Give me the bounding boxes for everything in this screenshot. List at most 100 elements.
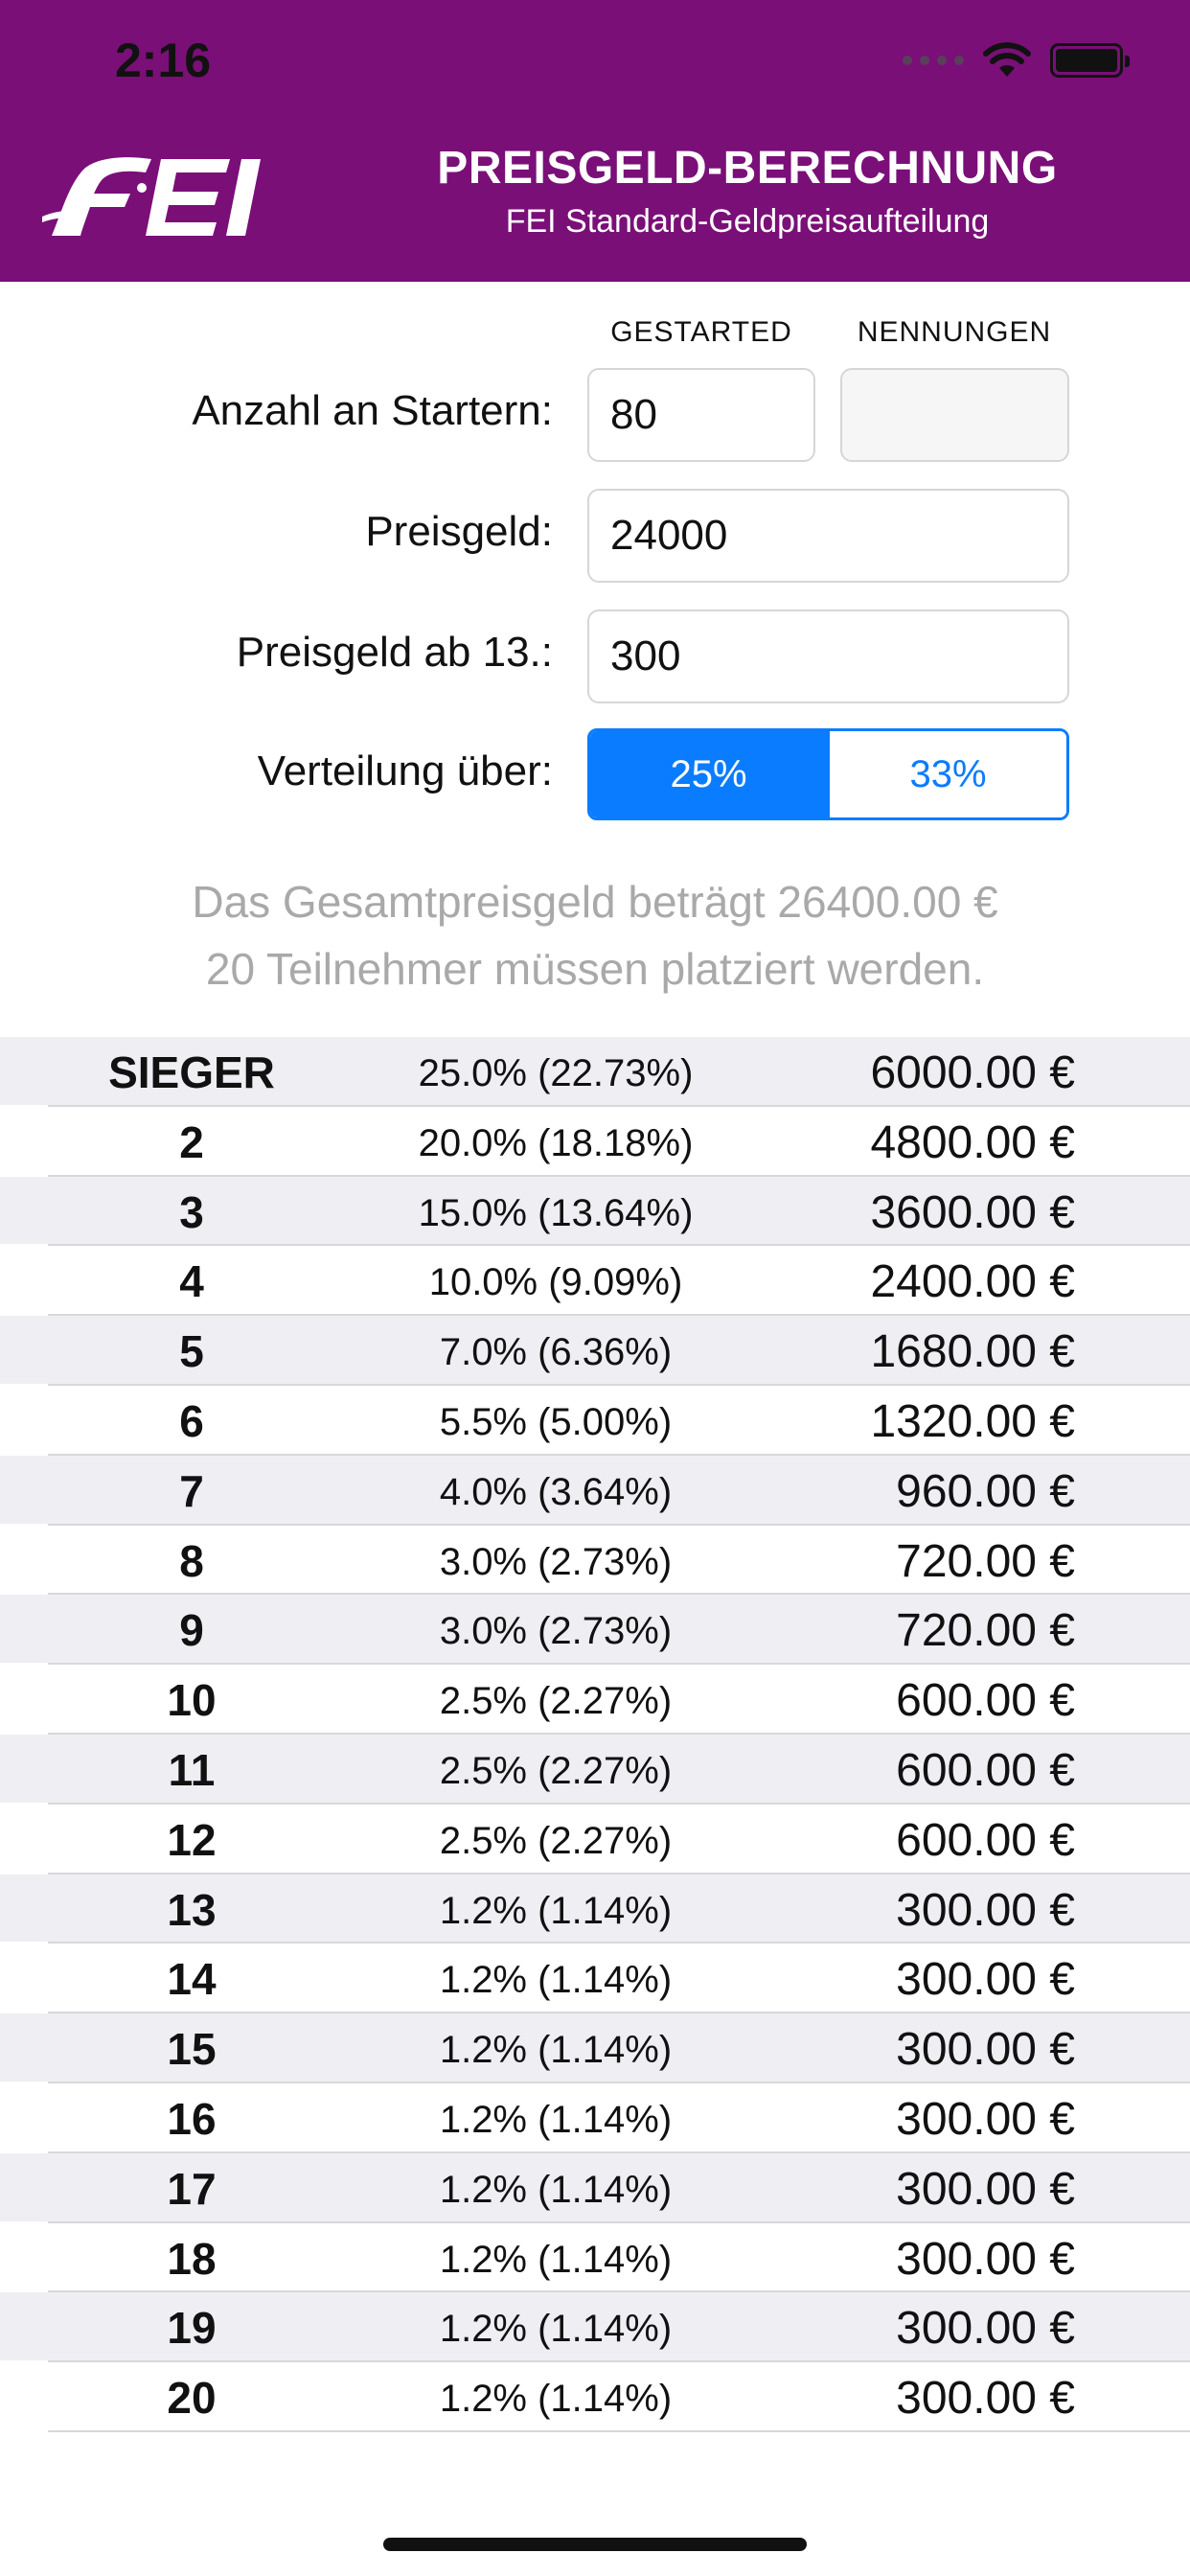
row-background bbox=[0, 2013, 1190, 2082]
row-amount: 300.00 € bbox=[896, 2373, 1075, 2425]
row-amount: 300.00 € bbox=[896, 1884, 1075, 1936]
row-place: 16 bbox=[167, 2093, 217, 2144]
table-row: 18 1.2% (1.14%) 300.00 € bbox=[48, 2223, 1190, 2293]
row-percentage: 7.0% (6.36%) bbox=[439, 1331, 673, 1374]
table-row: 8 3.0% (2.73%) 720.00 € bbox=[48, 1526, 1190, 1596]
row-amount: 600.00 € bbox=[896, 1814, 1075, 1866]
row-background bbox=[0, 2292, 1190, 2361]
column-header-entries: NENNUNGEN bbox=[857, 316, 1052, 348]
row-percentage: 2.5% (2.27%) bbox=[439, 1749, 673, 1792]
row-amount: 300.00 € bbox=[896, 2233, 1075, 2285]
starters-label: Anzahl an Startern: bbox=[192, 387, 553, 434]
column-header-started: GESTARTED bbox=[610, 316, 792, 348]
row-amount: 2400.00 € bbox=[870, 1256, 1075, 1308]
table-row: 6 5.5% (5.00%) 1320.00 € bbox=[48, 1386, 1190, 1456]
row-amount: 600.00 € bbox=[896, 1744, 1075, 1796]
row-amount: 3600.00 € bbox=[870, 1186, 1075, 1238]
row-place: 5 bbox=[179, 1326, 204, 1377]
row-percentage: 20.0% (18.18%) bbox=[418, 1121, 694, 1164]
row-percentage: 1.2% (1.14%) bbox=[439, 1959, 673, 2002]
page-subtitle: FEI Standard-Geldpreisaufteilung bbox=[505, 203, 990, 240]
row-percentage: 3.0% (2.73%) bbox=[439, 1610, 673, 1653]
row-percentage: 1.2% (1.14%) bbox=[439, 2029, 673, 2072]
row-percentage: 1.2% (1.14%) bbox=[439, 2238, 673, 2281]
row-amount: 720.00 € bbox=[896, 1535, 1075, 1587]
row-percentage: 5.5% (5.00%) bbox=[439, 1400, 673, 1443]
row-place: 9 bbox=[179, 1605, 204, 1656]
row-percentage: 3.0% (2.73%) bbox=[439, 1540, 673, 1583]
row-percentage: 15.0% (13.64%) bbox=[418, 1191, 694, 1234]
row-amount: 300.00 € bbox=[896, 1954, 1075, 2006]
row-place: 4 bbox=[179, 1256, 204, 1307]
table-row: 13 1.2% (1.14%) 300.00 € bbox=[0, 1874, 1190, 1944]
row-amount: 1680.00 € bbox=[870, 1326, 1075, 1378]
table-row: 3 15.0% (13.64%) 3600.00 € bbox=[0, 1176, 1190, 1247]
row-percentage: 10.0% (9.09%) bbox=[428, 1261, 683, 1304]
row-place: 17 bbox=[167, 2163, 217, 2214]
table-row: 7 4.0% (3.64%) 960.00 € bbox=[0, 1455, 1190, 1526]
home-indicator[interactable] bbox=[383, 2538, 807, 2551]
table-row: 11 2.5% (2.27%) 600.00 € bbox=[0, 1734, 1190, 1805]
row-background bbox=[0, 1874, 1190, 1943]
row-place: 13 bbox=[167, 1884, 217, 1935]
row-amount: 300.00 € bbox=[896, 2303, 1075, 2355]
cellular-signal-icon bbox=[903, 56, 964, 65]
row-place: 19 bbox=[167, 2303, 217, 2354]
table-row: 16 1.2% (1.14%) 300.00 € bbox=[48, 2083, 1190, 2153]
distribution-option-25[interactable]: 25% bbox=[590, 731, 827, 817]
distribution-option-33[interactable]: 33% bbox=[827, 731, 1066, 817]
row-background bbox=[0, 1176, 1190, 1245]
row-place: 6 bbox=[179, 1395, 204, 1446]
status-icons bbox=[903, 42, 1130, 79]
starters-started-input[interactable]: 80 bbox=[587, 368, 815, 462]
row-percentage: 4.0% (3.64%) bbox=[439, 1470, 673, 1513]
prize-from-13-input[interactable]: 300 bbox=[587, 610, 1069, 703]
row-background bbox=[0, 1455, 1190, 1524]
row-amount: 960.00 € bbox=[896, 1465, 1075, 1517]
row-place: 14 bbox=[167, 1954, 217, 2005]
table-row: 20 1.2% (1.14%) 300.00 € bbox=[48, 2362, 1190, 2432]
app-header: 2:16 PREISGELD-BERECHNUNG FEI Standard-G… bbox=[0, 0, 1190, 282]
distribution-segmented-control: 25% 33% bbox=[587, 728, 1069, 820]
total-prize-summary: Das Gesamtpreisgeld beträgt 26400.00 € bbox=[192, 877, 998, 927]
prize-from-13-label: Preisgeld ab 13.: bbox=[236, 629, 553, 676]
row-percentage: 1.2% (1.14%) bbox=[439, 2168, 673, 2211]
row-place: 3 bbox=[179, 1186, 204, 1237]
table-row: 17 1.2% (1.14%) 300.00 € bbox=[0, 2152, 1190, 2223]
row-place: 8 bbox=[179, 1535, 204, 1586]
prize-input[interactable]: 24000 bbox=[587, 489, 1069, 583]
row-place: 12 bbox=[167, 1814, 217, 1865]
row-amount: 300.00 € bbox=[896, 2163, 1075, 2215]
table-row: 15 1.2% (1.14%) 300.00 € bbox=[0, 2013, 1190, 2083]
table-row: 9 3.0% (2.73%) 720.00 € bbox=[0, 1595, 1190, 1666]
table-row: 12 2.5% (2.27%) 600.00 € bbox=[48, 1805, 1190, 1874]
table-row: 4 10.0% (9.09%) 2400.00 € bbox=[48, 1246, 1190, 1317]
table-row: 19 1.2% (1.14%) 300.00 € bbox=[0, 2292, 1190, 2363]
row-amount: 720.00 € bbox=[896, 1605, 1075, 1657]
row-background bbox=[0, 1316, 1190, 1384]
row-place: 2 bbox=[179, 1116, 204, 1167]
row-background bbox=[0, 1037, 1190, 1105]
row-background bbox=[0, 1734, 1190, 1803]
battery-icon bbox=[1050, 43, 1130, 78]
row-amount: 4800.00 € bbox=[870, 1116, 1075, 1168]
row-percentage: 1.2% (1.14%) bbox=[439, 2098, 673, 2141]
fei-logo bbox=[42, 157, 261, 236]
row-amount: 6000.00 € bbox=[870, 1047, 1075, 1098]
row-amount: 300.00 € bbox=[896, 2093, 1075, 2145]
row-percentage: 1.2% (1.14%) bbox=[439, 1889, 673, 1932]
row-background bbox=[0, 1595, 1190, 1664]
placed-summary: 20 Teilnehmer müssen platziert werden. bbox=[205, 944, 985, 994]
wifi-icon bbox=[983, 42, 1031, 77]
table-row: 2 20.0% (18.18%) 4800.00 € bbox=[48, 1107, 1190, 1177]
table-row: 5 7.0% (6.36%) 1680.00 € bbox=[0, 1316, 1190, 1386]
table-row: SIEGER 25.0% (22.73%) 6000.00 € bbox=[0, 1037, 1190, 1107]
row-place: 11 bbox=[168, 1744, 216, 1795]
row-place: 10 bbox=[167, 1675, 217, 1726]
distribution-label: Verteilung über: bbox=[257, 748, 553, 794]
row-place: 20 bbox=[167, 2373, 217, 2424]
prize-label: Preisgeld: bbox=[365, 508, 553, 555]
starters-entries-input[interactable] bbox=[840, 368, 1069, 462]
row-percentage: 2.5% (2.27%) bbox=[439, 1819, 673, 1862]
row-amount: 600.00 € bbox=[896, 1675, 1075, 1727]
